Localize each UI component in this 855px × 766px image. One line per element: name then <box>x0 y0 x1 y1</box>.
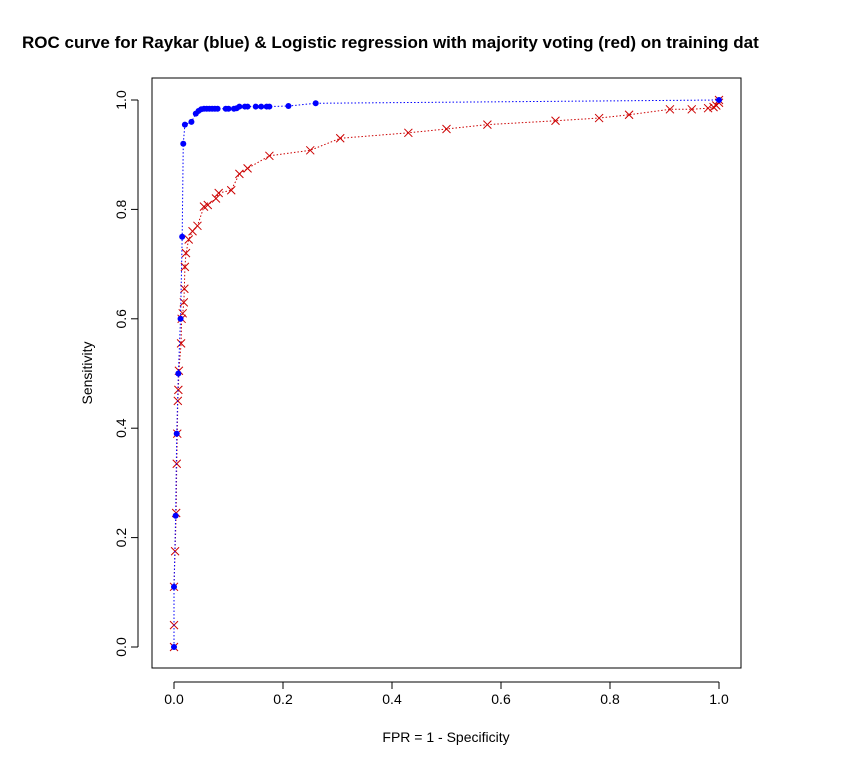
data-point-dot <box>171 644 177 650</box>
logistic-regression-series <box>169 95 724 652</box>
x-axis-label: FPR = 1 - Specificity <box>382 729 509 745</box>
data-point-dot <box>188 118 195 125</box>
data-point-dot <box>225 105 232 112</box>
series-layer <box>169 95 724 652</box>
x-tick-label: 1.0 <box>709 691 729 707</box>
data-point-x <box>709 102 718 112</box>
data-point-dot <box>175 370 182 377</box>
data-point-x <box>174 385 183 395</box>
x-tick-label: 0.4 <box>382 691 402 707</box>
data-point-dot <box>173 430 180 437</box>
data-point-dot <box>180 140 187 147</box>
data-point-x <box>305 145 315 155</box>
data-point-dot <box>716 97 722 103</box>
data-point-x <box>180 262 190 272</box>
data-point-x <box>594 113 604 123</box>
data-point-dot <box>177 315 184 322</box>
data-point-x <box>265 151 274 161</box>
x-tick-label: 0.2 <box>273 691 293 707</box>
data-point-x <box>176 339 186 348</box>
y-tick-label: 0.4 <box>113 418 129 438</box>
y-axis-label: Sensitivity <box>79 341 95 404</box>
data-point-x <box>703 103 713 113</box>
data-point-x <box>193 221 202 231</box>
data-point-x <box>235 169 244 179</box>
data-point-dot <box>172 512 179 519</box>
data-point-x <box>403 128 413 138</box>
y-tick-label: 0.2 <box>113 528 129 548</box>
data-point-x <box>335 133 345 143</box>
data-point-x <box>203 200 213 210</box>
chart-title: ROC curve for Raykar (blue) & Logistic r… <box>22 33 759 52</box>
data-point-dot <box>214 105 221 112</box>
data-point-x <box>551 116 560 126</box>
x-axis: 0.0 0.2 0.4 0.6 0.8 1.0 <box>164 681 729 707</box>
data-point-dot <box>258 103 265 110</box>
data-point-x <box>624 110 634 120</box>
data-point-x <box>226 185 236 195</box>
data-point-dot <box>181 121 188 128</box>
data-point-dot <box>312 100 319 107</box>
data-point-dot <box>266 103 273 110</box>
data-point-dot <box>285 103 292 110</box>
y-tick-label: 1.0 <box>113 90 129 110</box>
series-line <box>173 99 720 647</box>
y-tick-label: 0.8 <box>113 199 129 219</box>
data-point-x <box>687 104 697 114</box>
x-tick-label: 0.0 <box>164 691 184 707</box>
data-point-dot <box>179 233 186 240</box>
data-point-x <box>483 120 492 129</box>
data-point-x <box>243 164 252 173</box>
data-point-x <box>211 194 221 203</box>
data-point-x <box>665 104 675 114</box>
y-tick-label: 0.0 <box>113 637 129 657</box>
data-point-dot <box>236 103 243 110</box>
data-point-x <box>442 124 451 134</box>
data-point-x <box>181 248 191 258</box>
y-tick-label: 0.6 <box>113 309 129 329</box>
data-point-x <box>184 235 194 244</box>
series-line <box>173 100 720 647</box>
data-point-dot <box>171 583 177 590</box>
x-tick-label: 0.6 <box>491 691 511 707</box>
raykar-series <box>171 97 722 650</box>
x-tick-label: 0.8 <box>600 691 620 707</box>
data-point-x <box>214 188 224 198</box>
data-point-dot <box>244 103 251 110</box>
plot-frame <box>151 77 742 669</box>
data-point-dot <box>252 103 259 110</box>
y-axis: 0.0 0.2 0.4 0.6 0.8 1.0 <box>113 90 139 657</box>
